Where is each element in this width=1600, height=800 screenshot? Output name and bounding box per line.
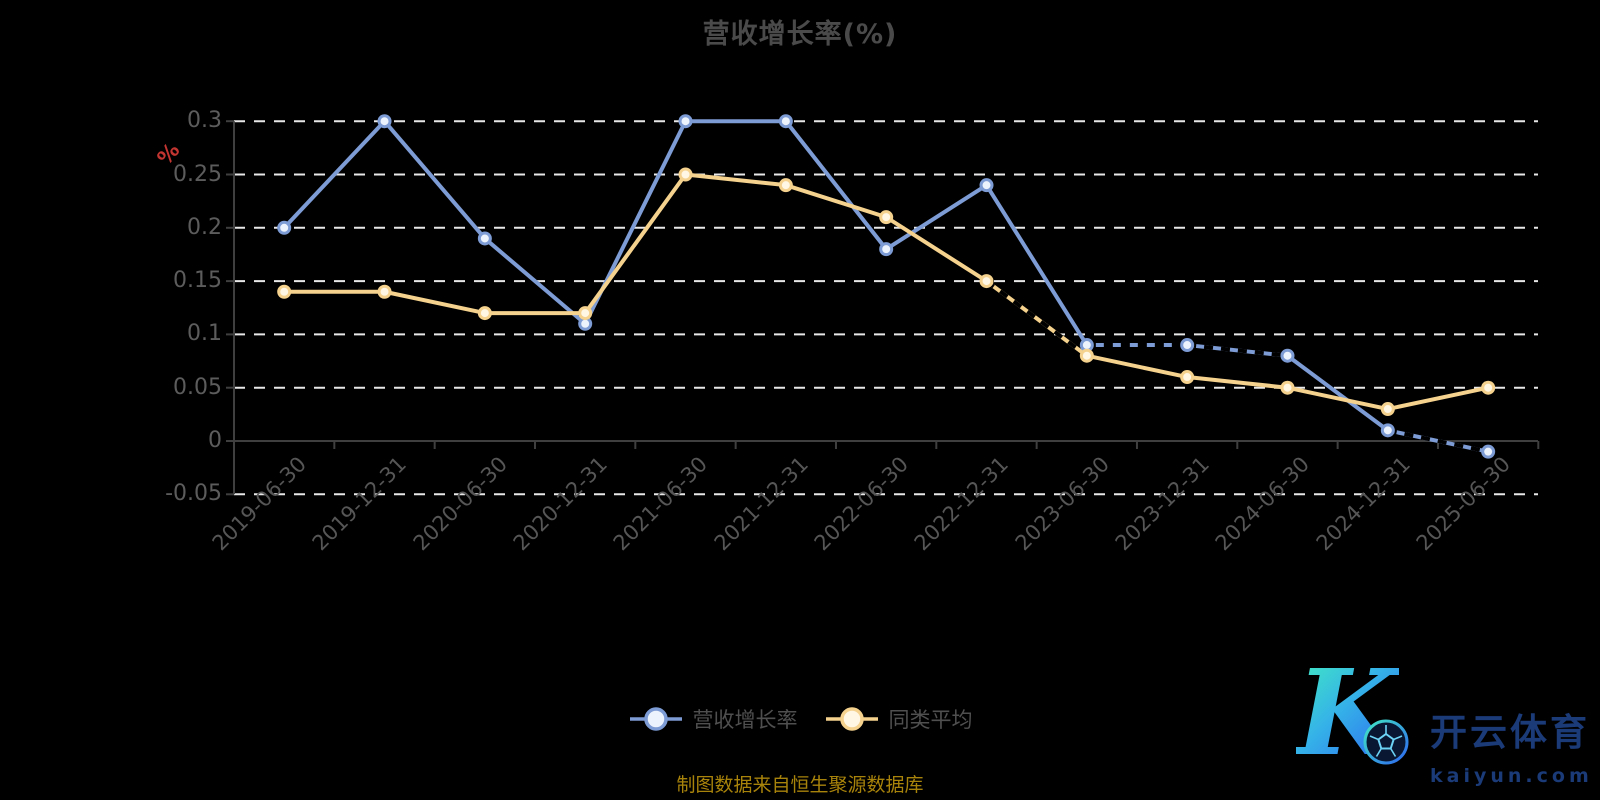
data-point-s0-0[interactable] (277, 220, 292, 235)
data-point-s1-4[interactable] (678, 167, 693, 182)
y-axis-label: 0.3 (187, 108, 222, 134)
y-axis-label: -0.05 (165, 481, 222, 507)
data-source-note: 制图数据来自恒生聚源数据库 (676, 774, 924, 796)
kaiyun-domain: kaiyun.com (1430, 765, 1593, 787)
data-point-s1-12[interactable] (1481, 380, 1496, 395)
data-point-s0-2[interactable] (477, 231, 492, 246)
data-point-s0-10[interactable] (1280, 348, 1295, 363)
kaiyun-logo-text: 开云体育 kaiyun.com (1430, 702, 1593, 787)
data-point-s0-1[interactable] (377, 114, 392, 129)
data-point-s0-12[interactable] (1481, 444, 1496, 459)
data-point-s0-5[interactable] (778, 114, 793, 129)
data-point-s1-10[interactable] (1280, 380, 1295, 395)
legend-item-1[interactable]: 同类平均 (824, 704, 973, 734)
data-point-s1-5[interactable] (778, 178, 793, 193)
data-point-s1-9[interactable] (1180, 370, 1195, 385)
y-axis-label: 0.15 (173, 268, 222, 294)
legend-marker-icon (629, 707, 682, 731)
data-point-s1-1[interactable] (377, 284, 392, 299)
y-axis-label: 0 (208, 428, 222, 453)
series-line-0 (282, 119, 1491, 454)
y-axis-label: 0.05 (173, 374, 222, 400)
dashed-overlay (985, 279, 1089, 358)
chart-title: 营收增长率(%) (702, 19, 898, 50)
data-point-s0-11[interactable] (1380, 423, 1395, 438)
kaiyun-watermark: K 开云体育 kaiyun.com (1290, 654, 1600, 800)
data-point-s1-6[interactable] (879, 210, 894, 225)
data-point-s0-9[interactable] (1180, 338, 1195, 353)
legend-item-0[interactable]: 营收增长率 (628, 704, 798, 734)
chart-legend: 营收增长率 同类平均 (0, 704, 1600, 734)
data-point-s1-0[interactable] (277, 284, 292, 299)
dashed-overlay (1387, 428, 1489, 454)
data-point-s1-8[interactable] (1079, 348, 1094, 363)
data-point-s0-6[interactable] (879, 242, 894, 257)
y-axis-label: 0.2 (187, 214, 222, 240)
data-point-s1-11[interactable] (1380, 402, 1395, 417)
soccer-ball-icon (1363, 719, 1409, 765)
series-line-1 (282, 172, 1491, 412)
y-axis-label: 0.25 (173, 161, 222, 187)
plot-area (226, 114, 1540, 496)
legend-marker-icon (825, 707, 878, 731)
data-point-s1-3[interactable] (578, 306, 593, 321)
data-point-s1-7[interactable] (979, 274, 994, 289)
data-point-s0-7[interactable] (979, 178, 994, 193)
legend-item-label: 营收增长率 (692, 708, 798, 732)
legend-item-label: 同类平均 (888, 708, 973, 732)
y-axis-label: 0.1 (187, 321, 222, 347)
kaiyun-brand-name: 开云体育 (1430, 711, 1590, 754)
data-point-s1-2[interactable] (477, 306, 492, 321)
data-point-s0-4[interactable] (678, 114, 693, 129)
